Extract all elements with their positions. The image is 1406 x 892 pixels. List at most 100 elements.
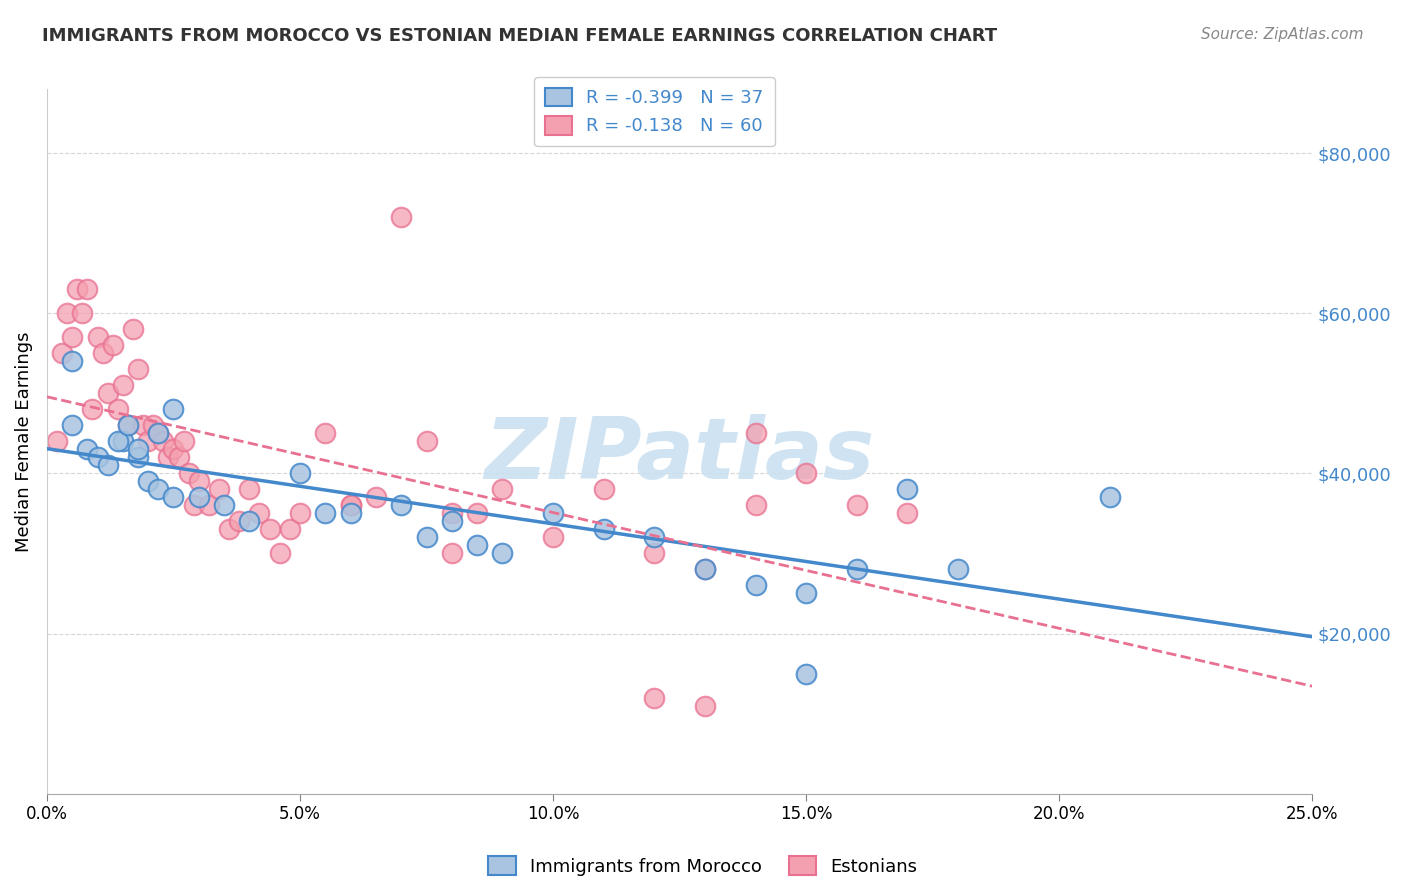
Point xyxy=(136,475,159,489)
Point xyxy=(111,378,134,392)
Point xyxy=(66,282,89,296)
Point xyxy=(288,467,311,481)
Point xyxy=(148,483,170,497)
Point xyxy=(744,426,766,441)
Point xyxy=(643,690,665,705)
Point xyxy=(415,434,437,449)
Point xyxy=(76,282,98,296)
Point xyxy=(208,483,231,497)
Point xyxy=(212,499,235,513)
Point xyxy=(794,666,817,681)
Point xyxy=(643,546,665,560)
Point xyxy=(107,402,129,417)
Point xyxy=(117,418,139,433)
Point xyxy=(465,507,488,521)
Point xyxy=(198,499,221,513)
Point xyxy=(82,402,104,417)
Point xyxy=(107,434,129,449)
Point xyxy=(86,450,108,465)
Point xyxy=(744,578,766,592)
Point xyxy=(101,338,124,352)
Point xyxy=(465,538,488,552)
Point xyxy=(127,442,149,457)
Point xyxy=(136,434,159,449)
Point xyxy=(187,475,209,489)
Point xyxy=(46,434,69,449)
Point xyxy=(643,531,665,545)
Point xyxy=(127,450,149,465)
Legend: Immigrants from Morocco, Estonians: Immigrants from Morocco, Estonians xyxy=(481,849,925,883)
Point xyxy=(794,586,817,600)
Point xyxy=(415,531,437,545)
Point xyxy=(794,467,817,481)
Point xyxy=(122,322,145,336)
Point xyxy=(162,491,184,505)
Point xyxy=(56,306,79,320)
Point xyxy=(60,330,83,344)
Point xyxy=(148,426,170,441)
Point xyxy=(142,418,165,433)
Point xyxy=(177,467,200,481)
Point xyxy=(364,491,387,505)
Point xyxy=(86,330,108,344)
Point xyxy=(238,515,260,529)
Point xyxy=(744,499,766,513)
Text: ZIPatlas: ZIPatlas xyxy=(485,414,875,497)
Y-axis label: Median Female Earnings: Median Female Earnings xyxy=(15,331,32,551)
Point xyxy=(541,507,564,521)
Point xyxy=(845,499,868,513)
Point xyxy=(162,442,184,457)
Point xyxy=(228,515,250,529)
Point xyxy=(592,483,614,497)
Point xyxy=(76,442,98,457)
Point xyxy=(339,507,361,521)
Text: IMMIGRANTS FROM MOROCCO VS ESTONIAN MEDIAN FEMALE EARNINGS CORRELATION CHART: IMMIGRANTS FROM MOROCCO VS ESTONIAN MEDI… xyxy=(42,27,997,45)
Point xyxy=(51,346,73,360)
Point xyxy=(278,523,301,537)
Point xyxy=(187,491,209,505)
Point xyxy=(148,426,170,441)
Point xyxy=(249,507,271,521)
Point xyxy=(440,507,463,521)
Point xyxy=(389,499,412,513)
Point xyxy=(339,499,361,513)
Point xyxy=(440,515,463,529)
Point xyxy=(117,418,139,433)
Point xyxy=(157,450,180,465)
Point xyxy=(440,546,463,560)
Point xyxy=(314,426,336,441)
Point xyxy=(162,402,184,417)
Point xyxy=(218,523,240,537)
Point xyxy=(152,434,174,449)
Point xyxy=(60,418,83,433)
Point xyxy=(97,386,120,401)
Point xyxy=(389,210,412,224)
Point xyxy=(693,698,716,713)
Point xyxy=(592,523,614,537)
Point xyxy=(183,499,205,513)
Point xyxy=(60,354,83,368)
Point xyxy=(288,507,311,521)
Point xyxy=(127,362,149,376)
Point xyxy=(541,531,564,545)
Point xyxy=(259,523,281,537)
Point xyxy=(132,418,155,433)
Point xyxy=(339,499,361,513)
Point xyxy=(896,507,918,521)
Point xyxy=(693,562,716,576)
Text: Source: ZipAtlas.com: Source: ZipAtlas.com xyxy=(1201,27,1364,42)
Point xyxy=(269,546,291,560)
Point xyxy=(896,483,918,497)
Point xyxy=(693,562,716,576)
Point xyxy=(314,507,336,521)
Point xyxy=(491,546,513,560)
Point xyxy=(1098,491,1121,505)
Point xyxy=(238,483,260,497)
Point xyxy=(91,346,114,360)
Point xyxy=(845,562,868,576)
Point xyxy=(173,434,195,449)
Point xyxy=(946,562,969,576)
Point xyxy=(111,434,134,449)
Point xyxy=(72,306,94,320)
Point xyxy=(97,458,120,473)
